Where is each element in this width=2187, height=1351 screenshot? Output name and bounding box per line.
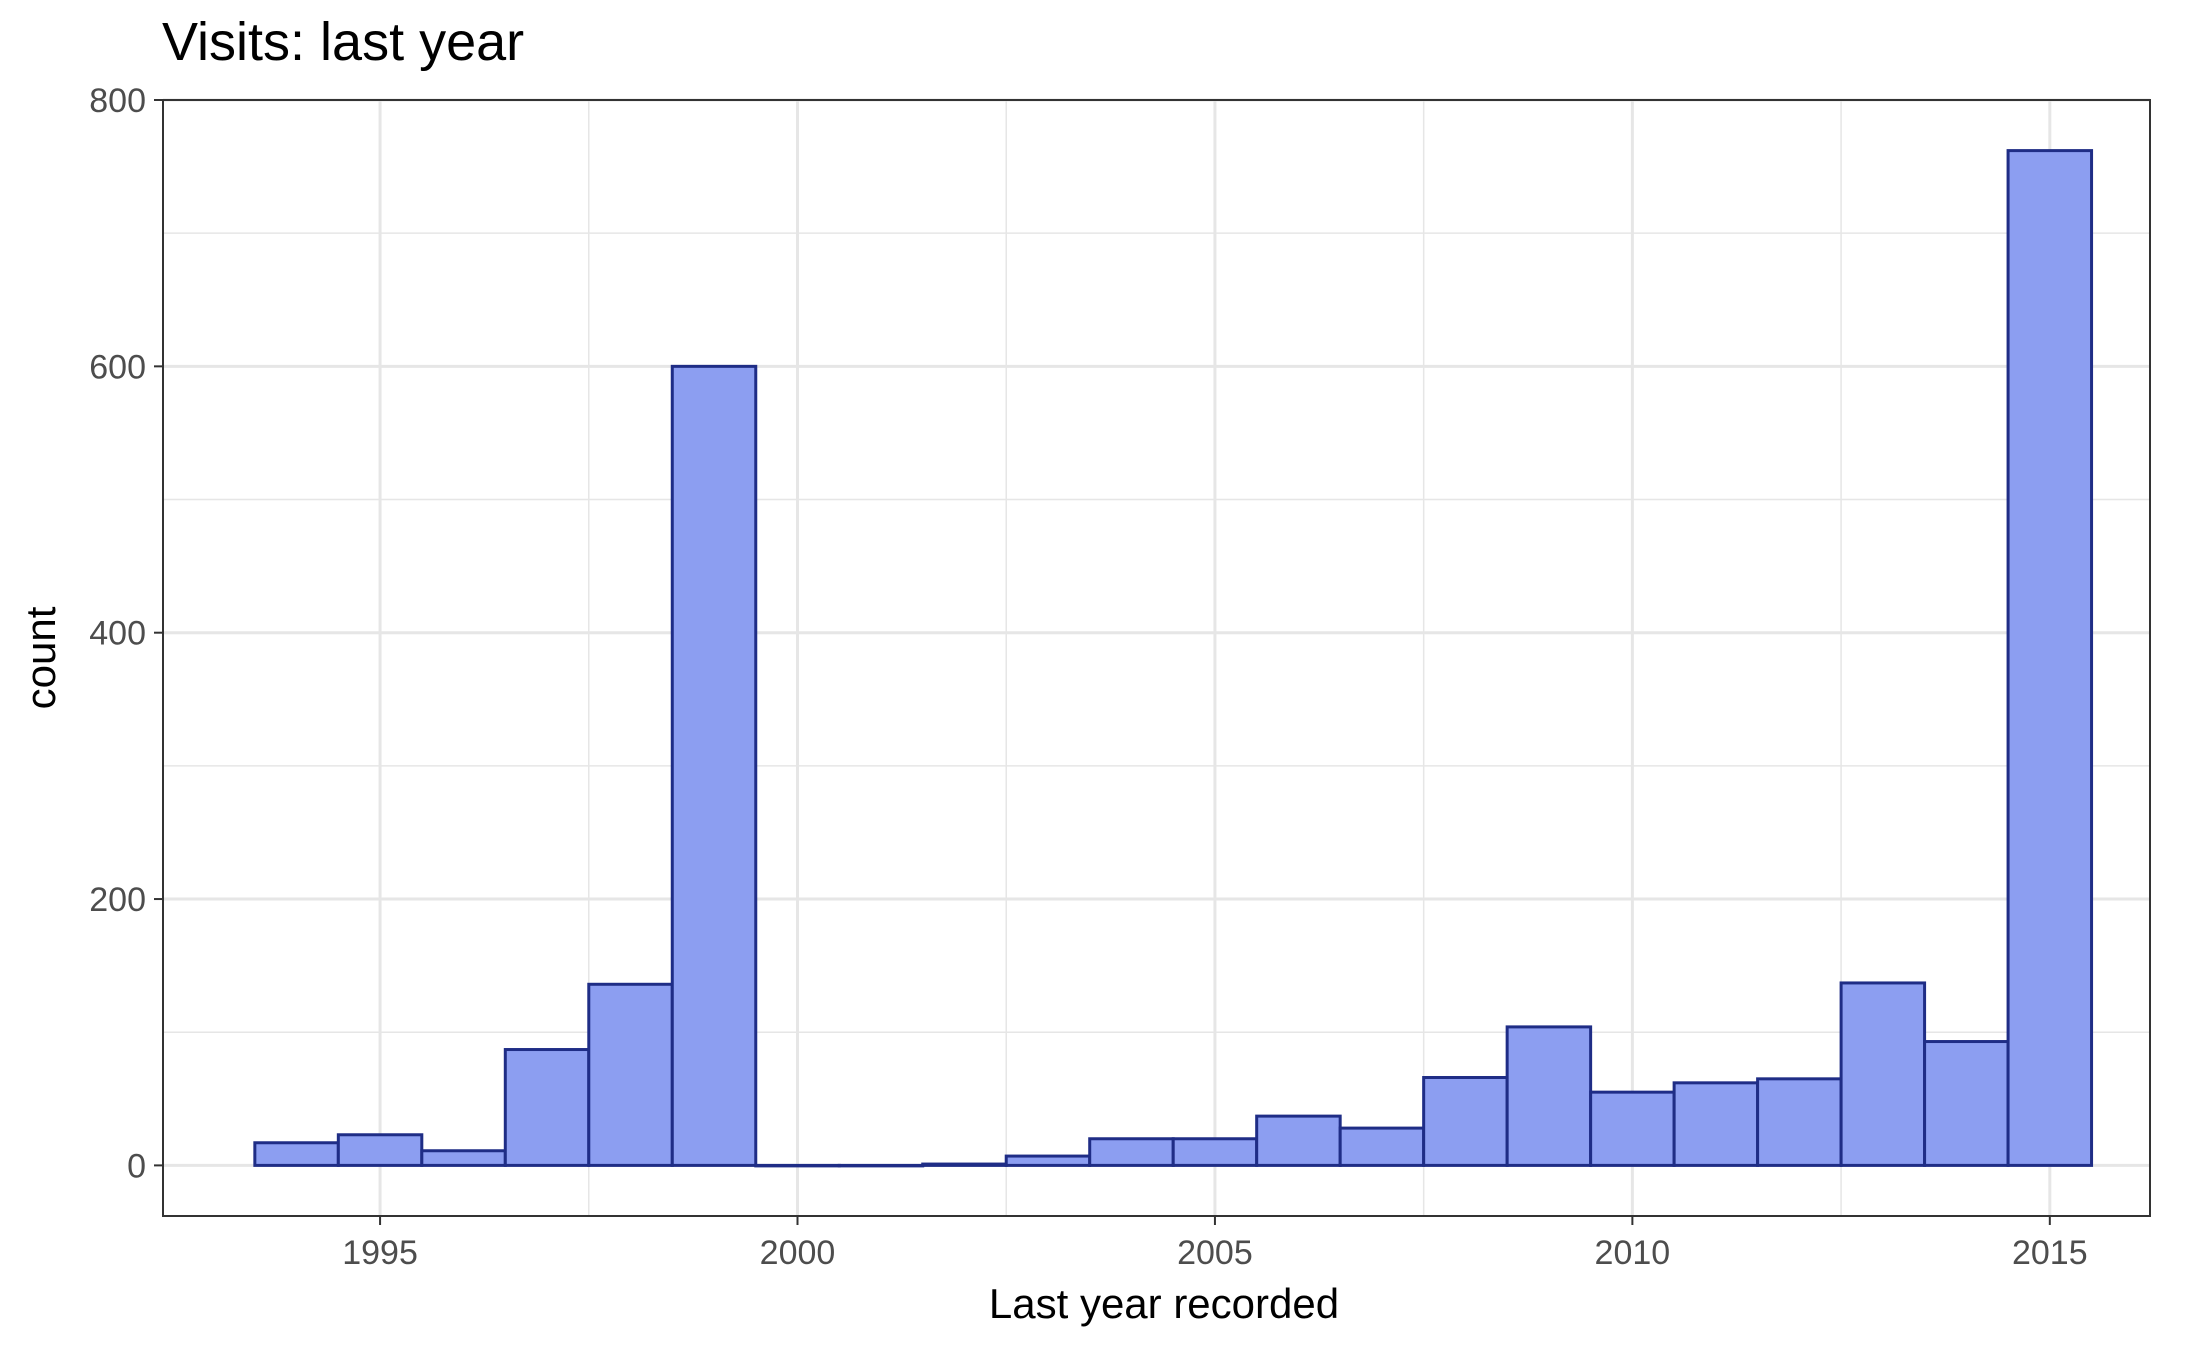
histogram-bar — [420, 1149, 507, 1167]
histogram-bar — [1255, 1114, 1342, 1167]
y-tick-label: 0 — [127, 1147, 146, 1185]
histogram-bar — [1839, 981, 1927, 1167]
histogram-bar — [1004, 1154, 1092, 1167]
chart-title: Visits: last year — [162, 12, 524, 72]
y-axis-title: count — [17, 606, 64, 709]
histogram-bar — [1923, 1040, 2010, 1167]
histogram-bar — [1338, 1126, 1426, 1167]
histogram-bar — [1171, 1137, 1259, 1167]
histogram-bar — [336, 1133, 424, 1167]
y-tick-label: 200 — [89, 881, 146, 919]
y-tick-label: 400 — [89, 615, 146, 653]
histogram-bar — [837, 1163, 925, 1168]
histogram-bar — [754, 1163, 841, 1168]
histogram-bar — [1422, 1075, 1509, 1167]
y-axis: 0 200 400 600 800 — [89, 82, 163, 1185]
histogram-bar — [1589, 1090, 1676, 1167]
histogram-bar — [503, 1048, 591, 1167]
panel-border — [162, 99, 2151, 1217]
histogram-bar — [1505, 1025, 1593, 1167]
histogram-bar — [2006, 149, 2094, 1167]
histogram-bar — [1088, 1137, 1175, 1167]
y-tick-label: 800 — [89, 82, 146, 120]
histogram-bar — [587, 982, 674, 1167]
x-tick-label: 2015 — [2012, 1234, 2088, 1272]
y-tick-label: 600 — [89, 348, 146, 386]
histogram-bar — [253, 1141, 340, 1167]
histogram-bar — [1756, 1077, 1843, 1167]
x-axis: 1995 2000 2005 2010 2015 — [342, 1216, 2088, 1272]
histogram-bar — [1672, 1081, 1760, 1167]
histogram-bar — [921, 1162, 1008, 1167]
x-tick-label: 2005 — [1177, 1234, 1253, 1272]
x-tick-label: 2010 — [1595, 1234, 1671, 1272]
bars — [253, 149, 2094, 1168]
histogram-bar — [670, 364, 758, 1167]
x-axis-title: Last year recorded — [989, 1280, 1339, 1327]
x-tick-label: 2000 — [760, 1234, 836, 1272]
x-tick-label: 1995 — [342, 1234, 418, 1272]
